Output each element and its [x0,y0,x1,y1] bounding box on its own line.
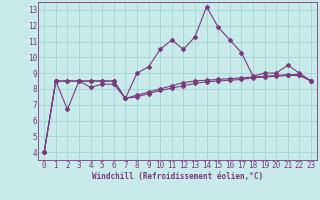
X-axis label: Windchill (Refroidissement éolien,°C): Windchill (Refroidissement éolien,°C) [92,172,263,181]
